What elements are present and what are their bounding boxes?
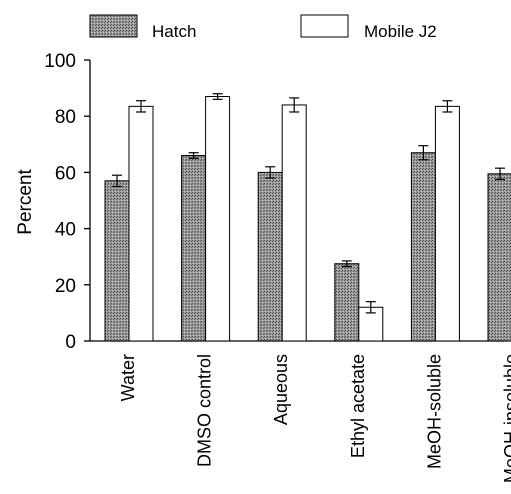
x-tick-labels: Water DMSO control Aqueous Ethyl acetate MeO… [118,354,511,483]
bar-mobile-j2-aqueous [281,104,307,342]
error-bar-mobile-j2-meoh-soluble [442,100,453,113]
error-bar-hatch-meoh-insoluble [495,167,505,181]
bar-hatch-water [104,180,130,342]
x-tick-label: MeOH-soluble [424,354,444,469]
error-bar-mobile-j2-water [136,100,146,113]
y-tick-label: 60 [55,163,76,184]
legend-label-mobile-j2: Mobile J2 [364,22,437,41]
legend-swatch-hatch [89,14,138,38]
x-tick-label: MeOH-insoluble [501,354,511,483]
y-axis-label: Percent [15,169,36,235]
error-bar-hatch-water [112,174,122,188]
x-tick-label: DMSO control [195,354,215,467]
y-tick-label: 20 [55,276,76,297]
error-bar-mobile-j2-dmso-control [212,93,223,100]
y-tick-label: 0 [65,332,76,353]
bar-hatch-dmso-control [181,155,207,342]
bar-mobile-j2-dmso-control [205,96,231,342]
bar-hatch-meoh-soluble [410,152,436,342]
legend-label-hatch: Hatch [152,22,196,41]
x-tick-label: Water [118,354,138,401]
bars [104,93,511,342]
error-bar-mobile-j2-aqueous [289,97,300,113]
bar-mobile-j2-meoh-soluble [434,105,460,342]
y-tick-label: 40 [55,220,76,241]
y-ticks: 0 20 40 60 80 100 [44,51,90,353]
bar-hatch-aqueous [257,171,283,342]
y-tick-label: 80 [55,107,76,128]
bar-hatch-ethyl-acetate [334,263,360,342]
error-bar-hatch-aqueous [265,166,276,179]
y-tick-label: 100 [44,51,76,72]
error-bar-hatch-dmso-control [188,152,199,159]
error-bar-hatch-meoh-soluble [418,145,429,161]
bar-mobile-j2-water [128,105,154,342]
legend-swatch-mobile-j2 [300,14,349,38]
error-bar-hatch-ethyl-acetate [341,260,352,268]
x-tick-label: Ethyl acetate [348,354,368,458]
bar-hatch-meoh-insoluble [487,173,511,342]
error-bar-mobile-j2-ethyl-acetate [365,301,376,314]
legend: Hatch Mobile J2 [89,14,437,41]
x-tick-label: Aqueous [271,354,291,425]
